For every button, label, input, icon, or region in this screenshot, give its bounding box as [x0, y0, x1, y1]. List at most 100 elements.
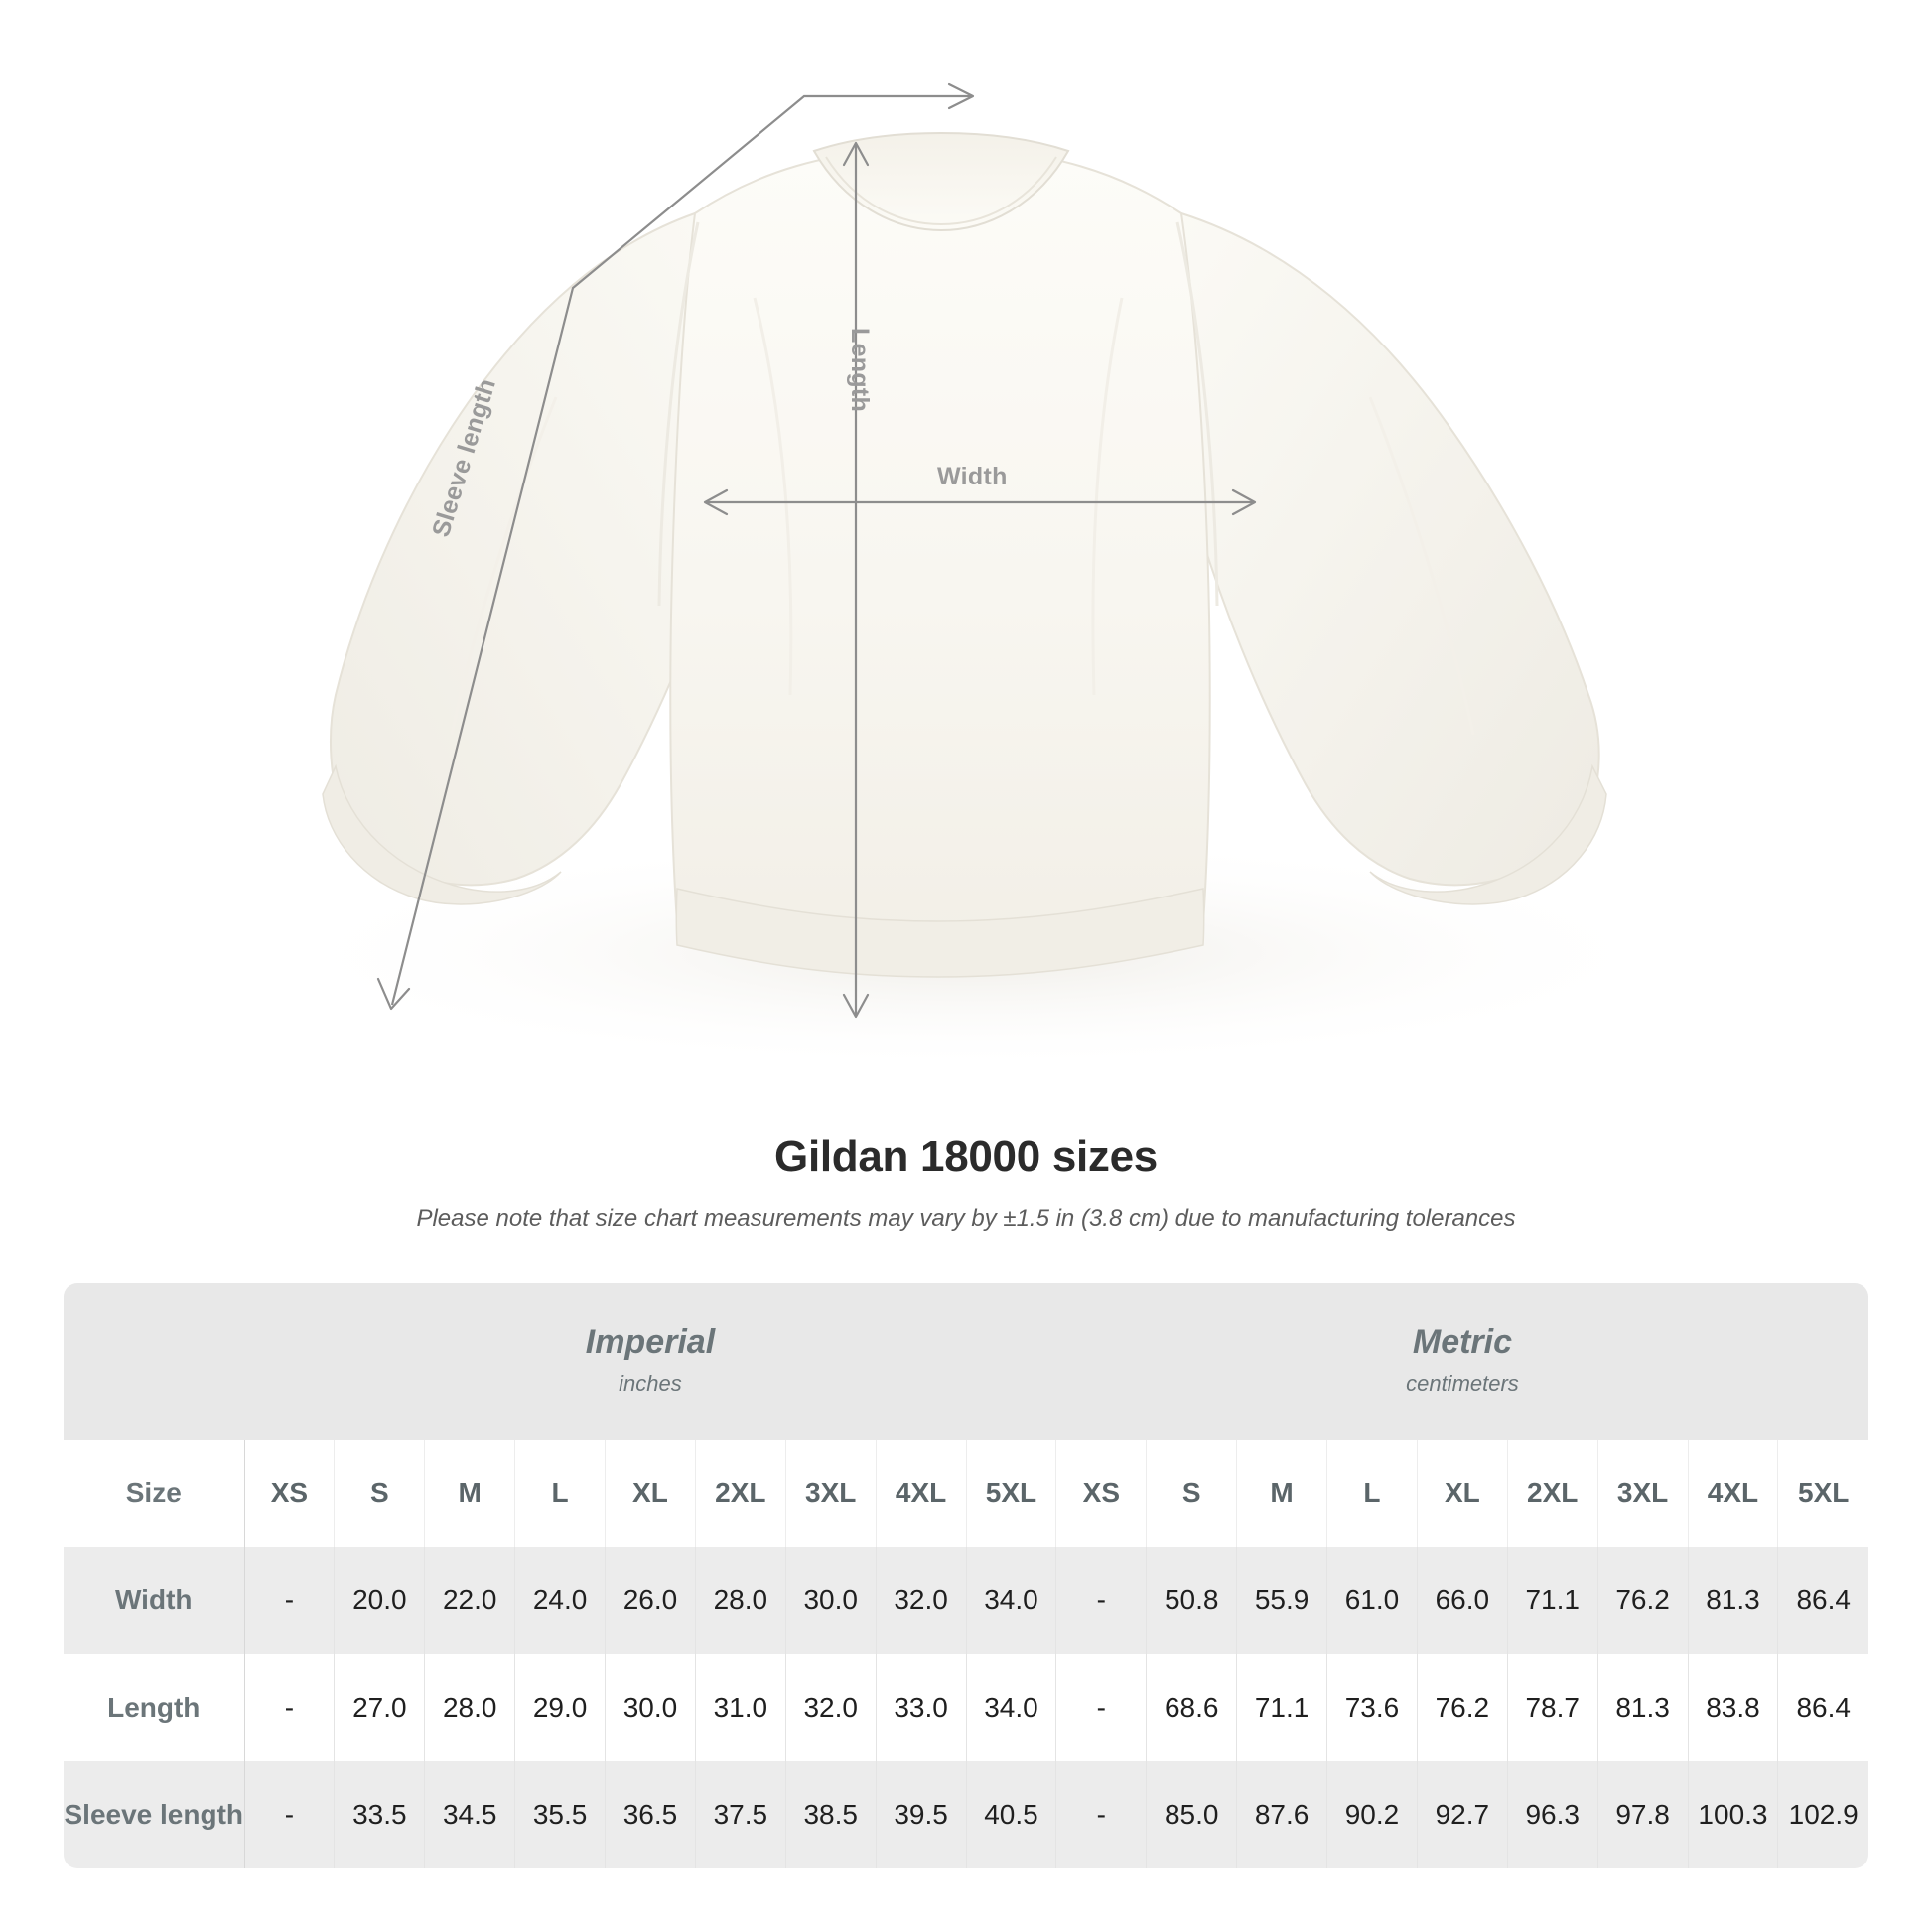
cell-width-metric-4xl: 81.3: [1688, 1547, 1779, 1654]
size-header-row: Size XS S M L XL 2XL 3XL 4XL 5XL XS S M L XL 2XL 3XL 4XL 5…: [64, 1440, 1868, 1547]
cell-length-metric-l: 73.6: [1326, 1654, 1418, 1761]
unit-name: Imperial: [585, 1323, 716, 1362]
cell-width-imperial-m: 22.0: [424, 1547, 516, 1654]
cell-sleeve-length-metric-xs: -: [1055, 1761, 1148, 1868]
table-row: Length -27.0 28.0 29.0 30.0 31.0 32.0 33.0 34.0-…: [64, 1654, 1868, 1761]
cell-sleeve-length-metric-3xl: 97.8: [1597, 1761, 1689, 1868]
cell-sleeve-length-metric-4xl: 100.3: [1688, 1761, 1779, 1868]
unit-banner-spacer: [64, 1283, 244, 1440]
size-table-container: Imperial inches Metric centimeters Size XS S M L…: [64, 1283, 1868, 1868]
size-header-l-metric: L: [1326, 1440, 1418, 1547]
page-title: Gildan 18000 sizes: [774, 1132, 1158, 1180]
size-table: Imperial inches Metric centimeters Size XS S M L…: [64, 1283, 1868, 1868]
cell-sleeve-length-imperial-xs: -: [244, 1761, 336, 1868]
cell-width-metric-xl: 66.0: [1417, 1547, 1508, 1654]
size-header-xl-metric: XL: [1417, 1440, 1508, 1547]
cell-length-metric-xs: -: [1055, 1654, 1148, 1761]
cell-sleeve-length-metric-l: 90.2: [1326, 1761, 1418, 1868]
size-header-5xl-metric: 5XL: [1777, 1440, 1868, 1547]
size-header-3xl-metric: 3XL: [1597, 1440, 1689, 1547]
size-header-m-metric: M: [1236, 1440, 1328, 1547]
cell-width-metric-3xl: 76.2: [1597, 1547, 1689, 1654]
cell-length-imperial-xs: -: [244, 1654, 336, 1761]
cell-width-metric-5xl: 86.4: [1777, 1547, 1868, 1654]
cell-sleeve-length-imperial-xl: 36.5: [605, 1761, 696, 1868]
width-right-arrowhead: [1231, 488, 1257, 516]
cell-length-imperial-2xl: 31.0: [695, 1654, 786, 1761]
size-column-header: Size: [64, 1440, 245, 1547]
unit-banner-row: Imperial inches Metric centimeters: [64, 1283, 1868, 1440]
cell-sleeve-length-imperial-s: 33.5: [334, 1761, 426, 1868]
length-top-arrowhead: [842, 141, 870, 167]
row-label-length: Length: [64, 1654, 245, 1761]
sweatshirt-photo: [258, 131, 1688, 1072]
cell-sleeve-length-metric-xl: 92.7: [1417, 1761, 1508, 1868]
cell-width-imperial-4xl: 32.0: [876, 1547, 967, 1654]
row-label-width: Width: [64, 1547, 245, 1654]
cell-length-imperial-m: 28.0: [424, 1654, 516, 1761]
cell-width-metric-xs: -: [1055, 1547, 1148, 1654]
cell-sleeve-length-imperial-2xl: 37.5: [695, 1761, 786, 1868]
cell-length-metric-3xl: 81.3: [1597, 1654, 1689, 1761]
cell-length-imperial-4xl: 33.0: [876, 1654, 967, 1761]
cell-length-metric-5xl: 86.4: [1777, 1654, 1868, 1761]
sleeve-top-arrowhead: [947, 82, 975, 110]
cell-sleeve-length-imperial-m: 34.5: [424, 1761, 516, 1868]
size-header-2xl-imperial: 2XL: [695, 1440, 786, 1547]
cell-width-imperial-l: 24.0: [514, 1547, 606, 1654]
page-subtitle: Please note that size chart measurements…: [416, 1205, 1516, 1232]
size-header-l-imperial: L: [514, 1440, 606, 1547]
table-row: Sleeve length -33.5 34.5 35.5 36.5 37.5 38.5 39…: [64, 1761, 1868, 1868]
sleeve-guide-line: [390, 94, 971, 1006]
cell-sleeve-length-metric-5xl: 102.9: [1777, 1761, 1868, 1868]
size-header-xl-imperial: XL: [605, 1440, 696, 1547]
product-photo-area: Length Width Sleeve length: [258, 82, 1688, 1072]
cell-length-imperial-s: 27.0: [334, 1654, 426, 1761]
unit-subtitle: inches: [619, 1370, 682, 1396]
width-left-arrowhead: [703, 488, 729, 516]
cell-length-metric-xl: 76.2: [1417, 1654, 1508, 1761]
unit-name: Metric: [1412, 1323, 1513, 1362]
cell-width-metric-s: 50.8: [1146, 1547, 1238, 1654]
unit-banner-metric: Metric centimeters: [1055, 1283, 1868, 1440]
length-annotation-label: Length: [846, 328, 874, 413]
cell-length-imperial-5xl: 34.0: [966, 1654, 1057, 1761]
size-header-2xl-metric: 2XL: [1507, 1440, 1598, 1547]
size-header-4xl-imperial: 4XL: [876, 1440, 967, 1547]
unit-banner-imperial: Imperial inches: [244, 1283, 1056, 1440]
cell-width-metric-2xl: 71.1: [1507, 1547, 1598, 1654]
cell-length-imperial-xl: 30.0: [605, 1654, 696, 1761]
cell-width-imperial-s: 20.0: [334, 1547, 426, 1654]
cell-sleeve-length-metric-s: 85.0: [1146, 1761, 1238, 1868]
cell-sleeve-length-metric-m: 87.6: [1236, 1761, 1328, 1868]
cell-sleeve-length-imperial-3xl: 38.5: [785, 1761, 877, 1868]
cell-width-metric-l: 61.0: [1326, 1547, 1418, 1654]
cell-sleeve-length-metric-2xl: 96.3: [1507, 1761, 1598, 1868]
cell-width-imperial-5xl: 34.0: [966, 1547, 1057, 1654]
size-header-s-metric: S: [1146, 1440, 1238, 1547]
size-header-m-imperial: M: [424, 1440, 516, 1547]
unit-subtitle: centimeters: [1406, 1370, 1519, 1396]
cell-width-imperial-2xl: 28.0: [695, 1547, 786, 1654]
cell-width-imperial-xs: -: [244, 1547, 336, 1654]
size-header-3xl-imperial: 3XL: [785, 1440, 877, 1547]
sleeve-bottom-arrowhead: [376, 977, 411, 1011]
row-label-sleeve-length: Sleeve length: [64, 1761, 245, 1868]
cell-length-metric-s: 68.6: [1146, 1654, 1238, 1761]
cell-length-imperial-3xl: 32.0: [785, 1654, 877, 1761]
title-block: Gildan 18000 sizes Please note that size…: [0, 1132, 1932, 1233]
size-header-4xl-metric: 4XL: [1688, 1440, 1779, 1547]
cell-sleeve-length-imperial-l: 35.5: [514, 1761, 606, 1868]
table-row: Width -20.0 22.0 24.0 26.0 28.0 30.0 32.0 34.0-5…: [64, 1547, 1868, 1654]
size-header-xs-metric: XS: [1055, 1440, 1148, 1547]
cell-sleeve-length-imperial-5xl: 40.5: [966, 1761, 1057, 1868]
cell-length-metric-2xl: 78.7: [1507, 1654, 1598, 1761]
cell-width-imperial-3xl: 30.0: [785, 1547, 877, 1654]
cell-width-imperial-xl: 26.0: [605, 1547, 696, 1654]
size-header-5xl-imperial: 5XL: [966, 1440, 1057, 1547]
size-header-xs-imperial: XS: [244, 1440, 336, 1547]
cell-length-imperial-l: 29.0: [514, 1654, 606, 1761]
cell-length-metric-4xl: 83.8: [1688, 1654, 1779, 1761]
cell-length-metric-m: 71.1: [1236, 1654, 1328, 1761]
